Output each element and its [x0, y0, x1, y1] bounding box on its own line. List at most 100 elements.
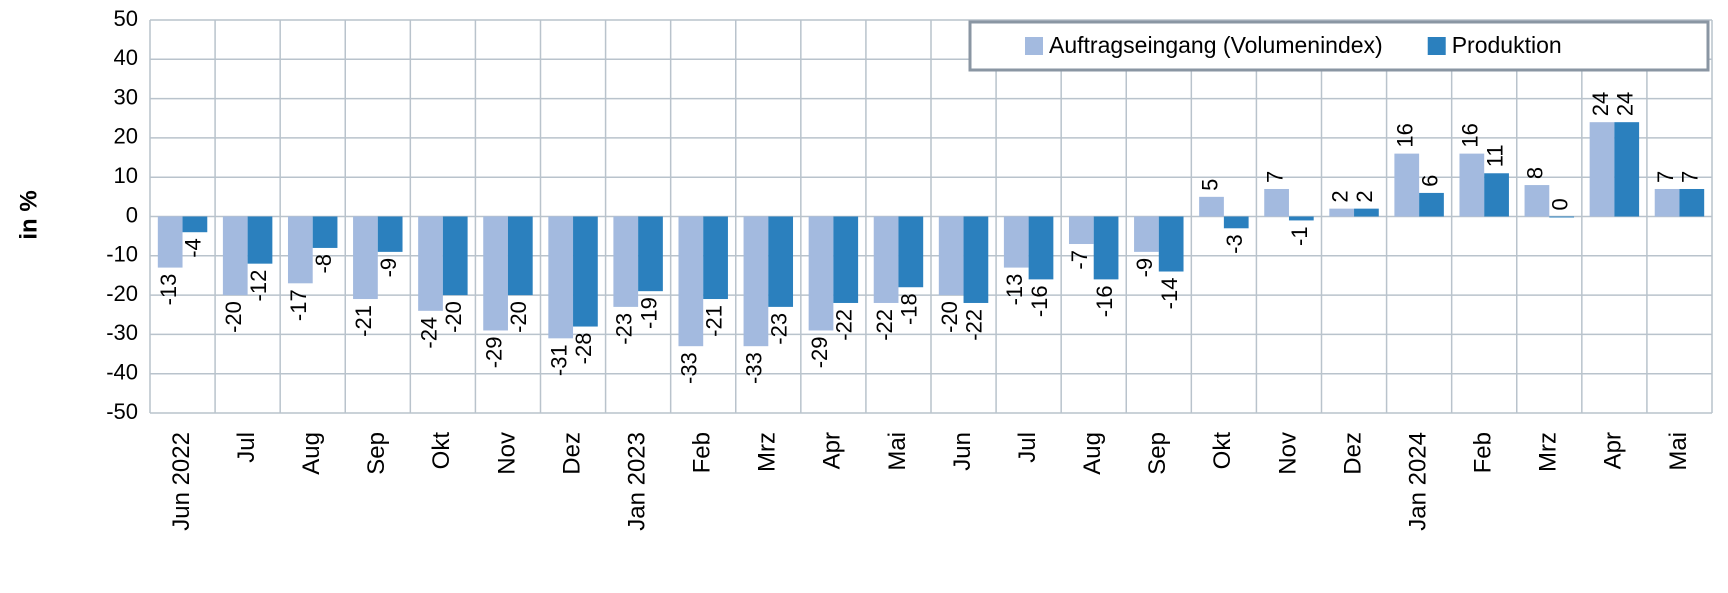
y-tick-label: 40: [114, 45, 138, 70]
data-label: 6: [1417, 175, 1442, 187]
x-tick-label: Aug: [1079, 432, 1106, 475]
bar: [1003, 216, 1029, 268]
bar: [312, 216, 338, 248]
x-tick-label: Dez: [1339, 432, 1366, 475]
y-tick-label: 10: [114, 163, 138, 188]
data-label: -33: [677, 352, 702, 384]
bar: [743, 216, 769, 347]
bar: [638, 216, 663, 292]
bar: [1354, 208, 1379, 217]
bar: [1654, 188, 1680, 217]
y-tick-label: -50: [106, 399, 138, 424]
bar: [1484, 173, 1509, 217]
data-label: -20: [221, 301, 246, 333]
bar: [1199, 196, 1224, 217]
bar: [483, 216, 508, 331]
legend: Auftragseingang (Volumenindex) Produktion: [968, 20, 1710, 72]
x-tick-label: Jan 2023: [623, 432, 650, 531]
data-label: 7: [1262, 171, 1287, 183]
data-label: -28: [571, 333, 596, 365]
x-tick-label: Feb: [1470, 432, 1497, 473]
bar: [247, 216, 273, 264]
bar: [833, 216, 859, 303]
bar: [1223, 216, 1249, 229]
data-label: -22: [872, 309, 897, 341]
bar: [287, 216, 313, 284]
data-label: 2: [1352, 190, 1377, 202]
bar: [1394, 153, 1420, 217]
bar: [1524, 185, 1550, 217]
x-tick-label: Okt: [1209, 432, 1236, 470]
bar: [1329, 208, 1355, 217]
data-label: -1: [1287, 226, 1312, 246]
x-tick-label: Okt: [428, 432, 455, 470]
data-label: -29: [481, 336, 506, 368]
data-label: -20: [937, 301, 962, 333]
x-tick-label: Mrz: [1535, 432, 1562, 472]
x-tick-label: Sep: [363, 432, 390, 475]
x-tick-label: Jul: [233, 432, 260, 463]
data-label: -9: [376, 258, 401, 278]
bar: [157, 216, 183, 268]
bar: [703, 216, 728, 300]
bar: [1614, 122, 1640, 217]
x-tick-label: Jun 2022: [168, 432, 195, 531]
data-label: -22: [832, 309, 857, 341]
bar: [938, 216, 964, 296]
data-label: 11: [1482, 144, 1507, 167]
data-label: -13: [156, 274, 181, 306]
bar: [442, 216, 468, 296]
x-tick-label: Nov: [493, 432, 520, 475]
x-tick-label: Jul: [1014, 432, 1041, 463]
bar: [873, 216, 899, 303]
data-label: -4: [181, 238, 206, 258]
data-label: -20: [441, 301, 466, 333]
legend-label: Auftragseingang (Volumenindex): [1049, 32, 1383, 58]
y-tick-label: 30: [114, 84, 138, 109]
bar: [963, 216, 989, 303]
data-label: -21: [351, 305, 376, 337]
data-label: -24: [416, 317, 441, 349]
bar: [1288, 216, 1314, 221]
data-label: 7: [1678, 171, 1703, 183]
x-tick-label: Apr: [1600, 432, 1627, 469]
data-label: 2: [1327, 190, 1352, 202]
data-label: -21: [701, 305, 726, 337]
y-tick-label: 50: [114, 6, 138, 31]
data-label: 8: [1523, 167, 1548, 179]
y-tick-label: -20: [106, 281, 138, 306]
legend-label: Produktion: [1452, 32, 1562, 58]
x-tick-label: Mai: [884, 432, 911, 471]
data-label: -17: [286, 289, 311, 321]
x-tick-label: Apr: [819, 432, 846, 469]
data-label: -3: [1222, 234, 1247, 254]
bar: [548, 216, 574, 339]
data-label: -22: [962, 309, 987, 341]
x-tick-label: Dez: [558, 432, 585, 475]
data-label: -8: [311, 254, 336, 274]
x-tick-label: Mai: [1665, 432, 1692, 471]
data-label: -19: [636, 297, 661, 329]
data-label: -14: [1157, 278, 1182, 310]
y-axis-label: in %: [15, 190, 42, 239]
y-tick-label: 0: [126, 202, 138, 227]
x-tick-label: Mrz: [754, 432, 781, 472]
bar: [1549, 216, 1575, 218]
legend-swatch: [1025, 37, 1043, 55]
bar: [1264, 188, 1289, 217]
bar: [418, 216, 443, 311]
bar: [507, 216, 533, 296]
x-tick-label: Jun: [949, 432, 976, 471]
x-tick-label: Nov: [1274, 432, 1301, 475]
data-label: -9: [1132, 258, 1157, 278]
data-label: -16: [1027, 285, 1052, 317]
data-label: 24: [1588, 92, 1613, 116]
data-label: -18: [897, 293, 922, 325]
bar: [222, 216, 248, 296]
data-label: -33: [742, 352, 767, 384]
y-tick-label: -30: [106, 320, 138, 345]
y-tick-label: -40: [106, 360, 138, 385]
data-label: 0: [1547, 198, 1572, 210]
data-label: 16: [1458, 123, 1483, 147]
